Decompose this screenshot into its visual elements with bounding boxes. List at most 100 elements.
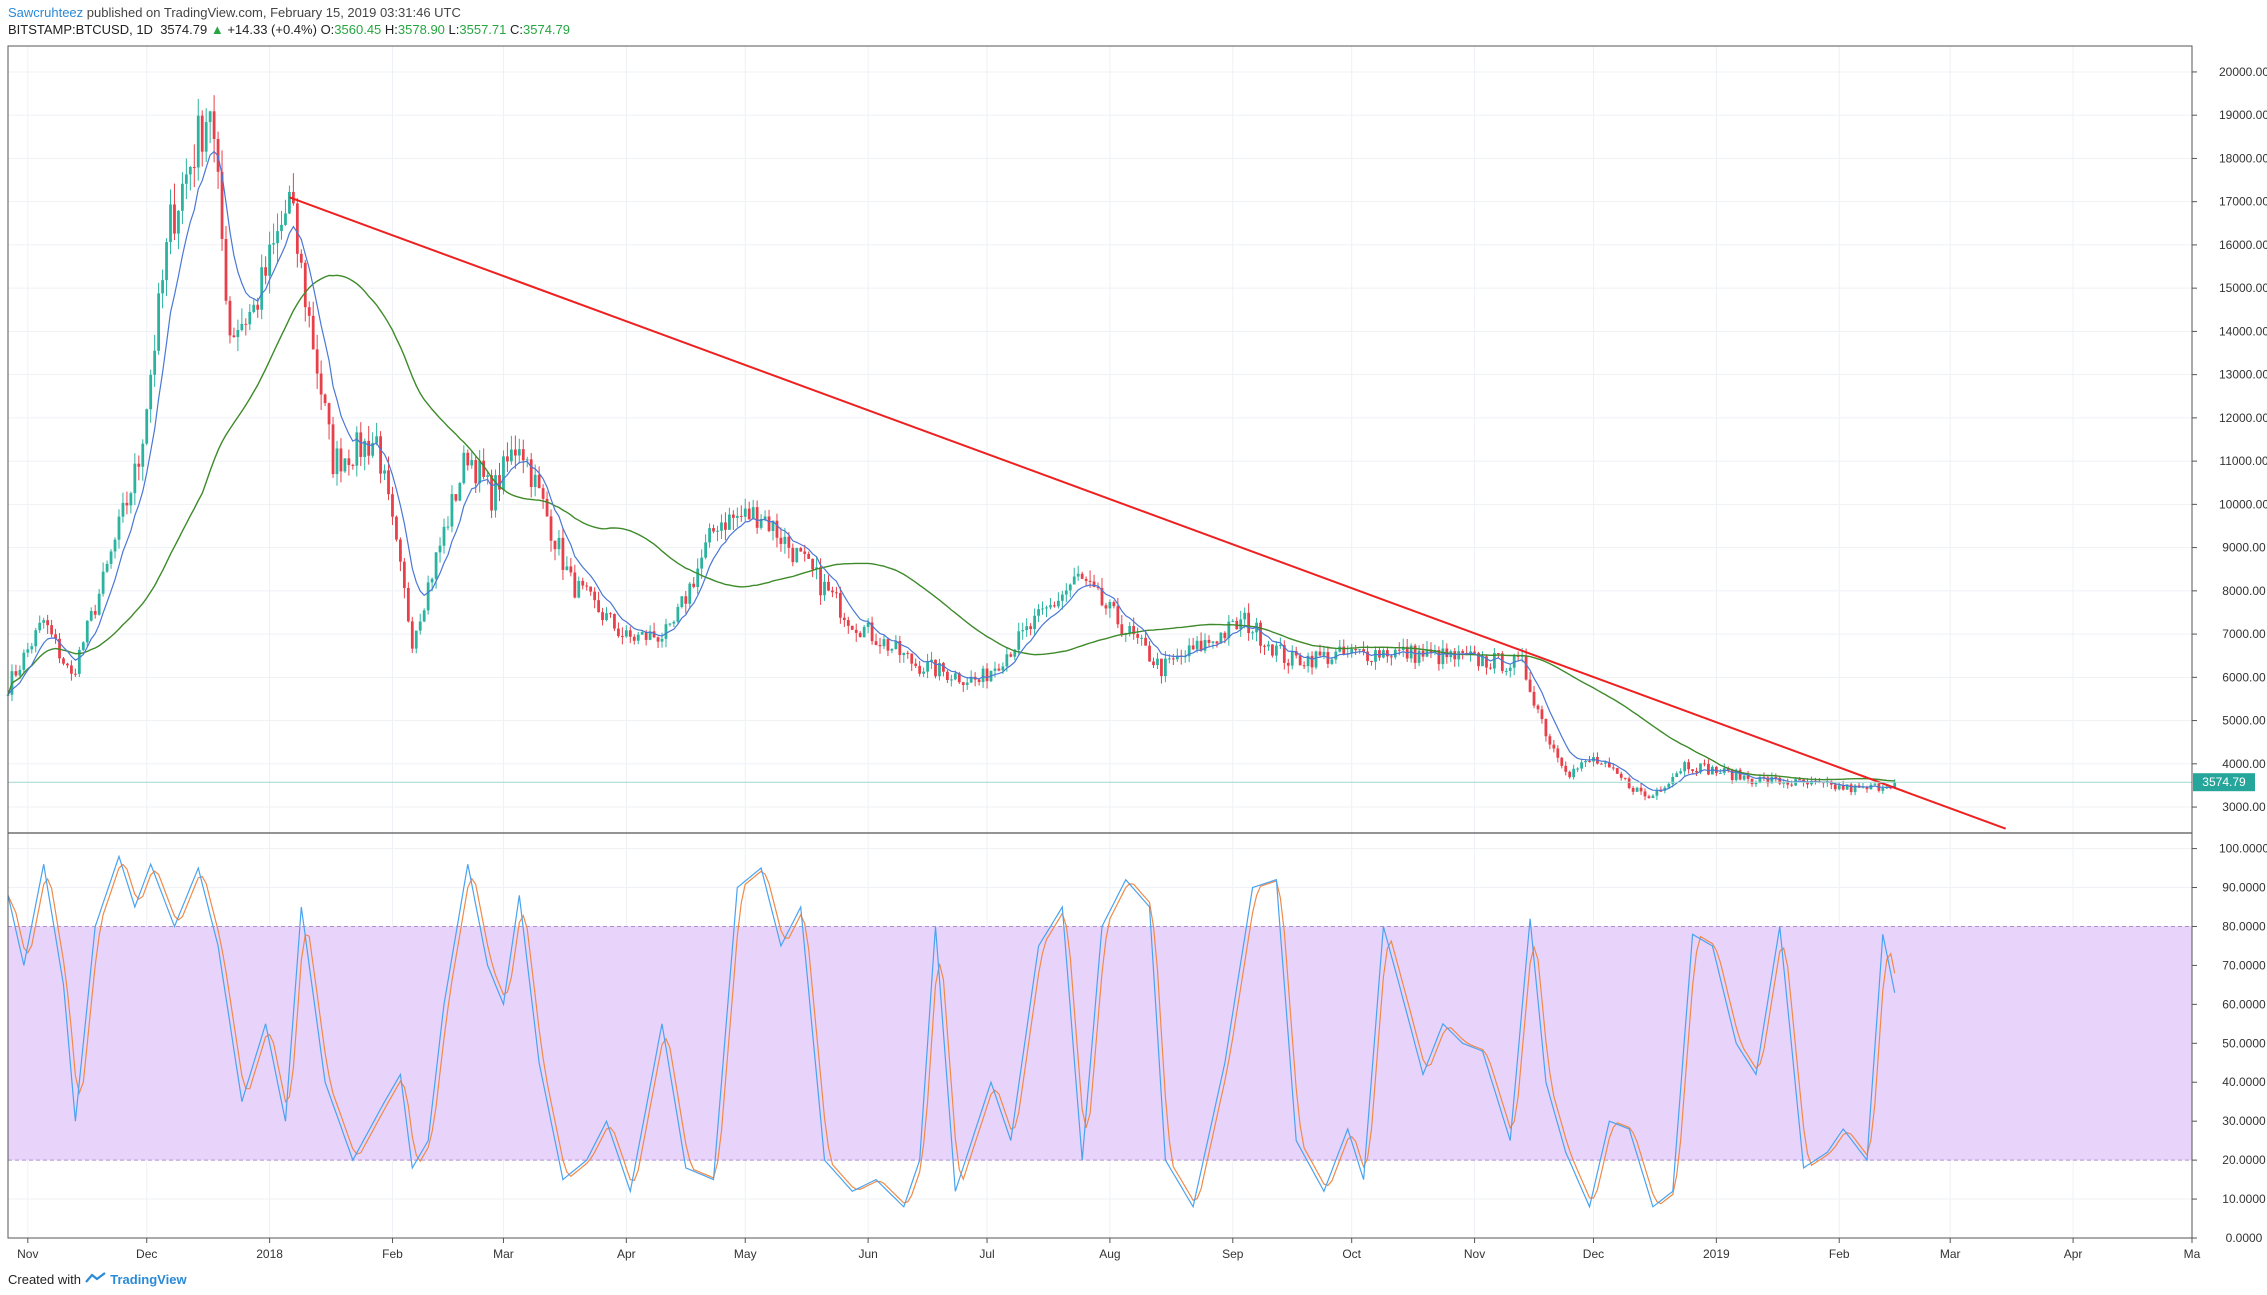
price-tick-label: 19000.00 bbox=[2219, 108, 2267, 122]
candle-body bbox=[854, 629, 858, 633]
candle-body bbox=[735, 515, 739, 518]
time-tick-label: 2018 bbox=[256, 1247, 283, 1261]
candle-body bbox=[517, 449, 521, 456]
candle-body bbox=[284, 213, 287, 225]
candle-body bbox=[220, 171, 224, 239]
candle-body bbox=[819, 567, 822, 596]
candle-body bbox=[1092, 581, 1096, 587]
stoch-tick-label: 10.0000 bbox=[2222, 1192, 2266, 1206]
candle-body bbox=[688, 583, 692, 604]
candle-body bbox=[62, 658, 65, 664]
candle-body bbox=[553, 540, 557, 550]
candle-body bbox=[886, 639, 890, 651]
candle-body bbox=[406, 587, 410, 622]
candle-body bbox=[537, 474, 541, 489]
candle-body bbox=[1627, 778, 1631, 789]
candle-body bbox=[26, 649, 30, 653]
candle-body bbox=[34, 630, 38, 647]
candle-body bbox=[743, 508, 747, 517]
candle-body bbox=[450, 494, 454, 527]
candle-body bbox=[874, 641, 878, 646]
candle-body bbox=[307, 307, 311, 316]
candle-body bbox=[1029, 626, 1033, 630]
candle-body bbox=[434, 552, 438, 579]
candle-body bbox=[1223, 632, 1227, 639]
candle-body bbox=[1496, 653, 1500, 655]
candle-body bbox=[331, 424, 335, 475]
candle-body bbox=[529, 459, 533, 487]
candle-body bbox=[842, 617, 846, 620]
candle-body bbox=[1072, 576, 1076, 585]
candle-body bbox=[1695, 770, 1698, 773]
candle-body bbox=[648, 631, 652, 640]
candle-body bbox=[1742, 775, 1746, 780]
candle-body bbox=[347, 458, 351, 465]
candle-body bbox=[898, 640, 902, 656]
open-label: O: bbox=[320, 22, 335, 37]
price-tick-label: 5000.00 bbox=[2222, 714, 2266, 728]
candle-body bbox=[1481, 656, 1484, 667]
candle-body bbox=[1457, 651, 1461, 660]
candle-body bbox=[1770, 776, 1774, 784]
candle-body bbox=[1849, 784, 1853, 793]
candle-body bbox=[442, 526, 446, 546]
tradingview-brand[interactable]: TradingView bbox=[110, 1272, 187, 1287]
candle-body bbox=[1441, 648, 1445, 665]
publish-info: Sawcruhteez published on TradingView.com… bbox=[8, 5, 461, 20]
candle-body bbox=[1362, 649, 1365, 652]
candle-body bbox=[1060, 594, 1064, 601]
stoch-tick-label: 70.0000 bbox=[2222, 958, 2266, 972]
candle-body bbox=[716, 530, 719, 532]
candle-body bbox=[549, 516, 553, 541]
candle-body bbox=[478, 460, 482, 484]
publish-date: published on TradingView.com, February 1… bbox=[86, 5, 461, 20]
candle-body bbox=[787, 536, 791, 548]
candle-body bbox=[644, 631, 648, 640]
price-tick-label: 13000.00 bbox=[2219, 368, 2267, 382]
candle-body bbox=[125, 502, 129, 506]
stoch-tick-label: 30.0000 bbox=[2222, 1114, 2266, 1128]
candle-body bbox=[129, 493, 133, 506]
open-value: 3560.45 bbox=[334, 22, 382, 37]
candles bbox=[6, 95, 1897, 801]
stoch-tick-label: 20.0000 bbox=[2222, 1153, 2266, 1167]
candle-body bbox=[295, 203, 299, 254]
price-tick-label: 7000.00 bbox=[2222, 627, 2266, 641]
candle-body bbox=[1274, 645, 1278, 656]
time-tick-label: Jun bbox=[858, 1247, 877, 1261]
candle-body bbox=[1528, 679, 1532, 692]
candle-body bbox=[1893, 782, 1897, 789]
candle-body bbox=[704, 542, 707, 558]
candle-body bbox=[367, 440, 371, 456]
candle-body bbox=[1615, 768, 1619, 774]
candle-body bbox=[391, 494, 394, 517]
created-with-label: Created with bbox=[8, 1272, 81, 1287]
candle-body bbox=[1580, 762, 1583, 769]
candle-body bbox=[446, 526, 450, 528]
candle-body bbox=[1631, 788, 1635, 792]
candle-body bbox=[728, 514, 731, 530]
candle-body bbox=[387, 470, 390, 495]
candle-body bbox=[1191, 645, 1195, 650]
author-link[interactable]: Sawcruhteez bbox=[8, 5, 84, 20]
candle-body bbox=[949, 679, 953, 681]
candle-body bbox=[1385, 650, 1389, 657]
candle-body bbox=[1132, 625, 1136, 635]
candle-body bbox=[1746, 775, 1750, 779]
candle-body bbox=[712, 528, 715, 532]
price-tick-label: 20000.00 bbox=[2219, 65, 2267, 79]
candle-body bbox=[77, 649, 81, 674]
price-tick-label: 3000.00 bbox=[2222, 800, 2266, 814]
candle-body bbox=[319, 373, 323, 395]
candle-body bbox=[902, 652, 906, 656]
candle-body bbox=[208, 111, 212, 123]
candle-body bbox=[1080, 573, 1084, 579]
candle-body bbox=[1195, 640, 1199, 650]
candle-body bbox=[1314, 651, 1318, 668]
trendline[interactable] bbox=[289, 196, 2007, 830]
candle-body bbox=[969, 676, 973, 683]
candle-body bbox=[1334, 651, 1338, 660]
candle-body bbox=[1758, 776, 1762, 783]
candle-body bbox=[351, 464, 355, 466]
